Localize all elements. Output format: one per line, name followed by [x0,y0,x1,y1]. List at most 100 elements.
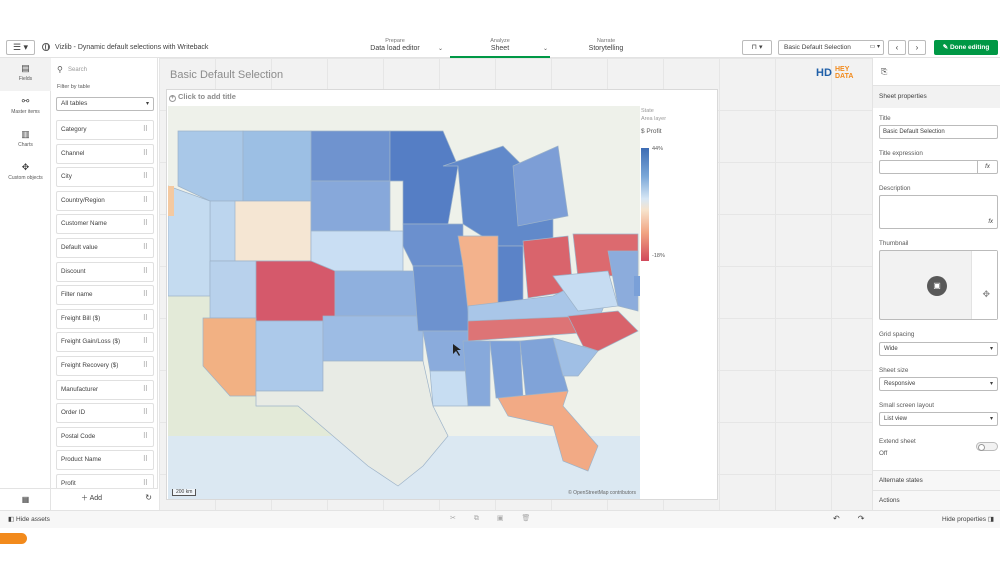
state-area[interactable] [310,230,404,272]
state-area[interactable] [255,360,449,487]
drag-handle-icon[interactable]: ⠿ [142,149,148,157]
field-item[interactable]: Freight Recovery ($) ⠿ [56,355,154,376]
state-area[interactable] [242,130,312,202]
state-area[interactable] [322,315,424,362]
state-area[interactable] [168,185,211,297]
field-item[interactable]: Freight Bill ($) ⠿ [56,308,154,329]
main-menu-button[interactable]: ☰ ▾ [6,40,35,55]
state-area[interactable] [255,260,336,322]
state-area[interactable] [334,270,419,317]
map-area[interactable]: 200 km © OpenStreetMap contributors [168,106,640,499]
drag-handle-icon[interactable]: ⠿ [142,456,148,464]
state-area[interactable] [552,337,599,377]
tab-analyze[interactable]: Analyze Sheet ⌄ [450,38,550,58]
search-input[interactable]: ⚲ Search [56,64,152,76]
field-item[interactable]: Discount ⠿ [56,261,154,282]
map-attribution[interactable]: © OpenStreetMap contributors [568,490,636,496]
description-field[interactable]: fx [879,195,998,229]
state-area[interactable] [512,145,569,227]
rail-item-custom-objects[interactable]: ✥ Custom objects [0,157,51,190]
next-sheet-button[interactable]: › [908,40,926,55]
orange-tab[interactable] [0,533,27,544]
drag-handle-icon[interactable]: ⠿ [142,291,148,299]
drag-handle-icon[interactable]: ⠿ [142,196,148,204]
us-map[interactable] [168,106,640,499]
extend-sheet-toggle[interactable] [976,442,998,451]
grid-spacing-select[interactable]: Wide ▾ [879,342,998,356]
sheet-selector[interactable]: Basic Default Selection ▭ ▾ [778,40,884,55]
state-area[interactable] [209,260,257,319]
drag-handle-icon[interactable]: ⠿ [142,126,148,133]
state-area[interactable] [234,200,312,262]
rail-item-fields[interactable]: ▤ Fields [0,58,51,91]
field-item[interactable]: Order ID ⠿ [56,403,154,424]
field-item[interactable]: City ⠿ [56,167,154,188]
field-item[interactable]: Category ⠿ [56,120,154,140]
undo-icon[interactable]: ↶ [833,514,858,523]
drag-handle-icon[interactable]: ⠿ [142,385,148,393]
state-area[interactable] [255,320,324,392]
fx-icon[interactable]: fx [977,160,997,174]
state-area[interactable] [422,330,469,372]
rail-item-master-items[interactable]: ⚯ Master items [0,91,51,124]
state-area[interactable] [168,186,174,216]
state-area[interactable] [567,310,639,352]
previous-sheet-button[interactable]: ‹ [888,40,906,55]
state-area[interactable] [462,340,491,407]
field-item[interactable]: Postal Code ⠿ [56,426,154,447]
small-screen-select[interactable]: List view ▾ [879,412,998,426]
rail-item-charts[interactable]: ▥ Charts [0,124,51,157]
map-object[interactable]: + Click to add title [166,89,718,500]
sheet-icon[interactable]: ⎘ [881,67,888,76]
image-icon[interactable]: ▣ [927,276,947,296]
field-item[interactable]: Filter name ⠿ [56,285,154,306]
field-item[interactable]: Country/Region ⠿ [56,190,154,211]
hide-assets-button[interactable]: ◧ Hide assets [8,515,50,523]
data-model-button[interactable]: ▦ [0,488,51,510]
state-area[interactable] [310,130,391,182]
field-item[interactable]: Freight Gain/Loss ($) ⠿ [56,332,154,353]
tab-narrate[interactable]: Narrate Storytelling [556,38,656,58]
drag-handle-icon[interactable]: ⠿ [142,479,148,487]
field-item[interactable]: Customer Name ⠿ [56,214,154,235]
state-area[interactable] [429,370,469,407]
add-field-button[interactable]: ＋ Add [81,495,103,502]
refresh-icon[interactable]: ↻ [145,493,152,502]
alternate-states-section[interactable]: Alternate states [873,470,1000,490]
state-area[interactable] [310,180,391,232]
state-area[interactable] [177,130,244,202]
field-item[interactable]: Product Name ⠿ [56,450,154,471]
drag-handle-icon[interactable]: ⠿ [142,409,148,417]
title-expression-field[interactable]: fx [879,160,998,174]
done-editing-button[interactable]: ✎ Done editing [934,40,998,55]
drag-handle-icon[interactable]: ⠿ [142,220,148,228]
title-field[interactable]: Basic Default Selection [879,125,998,139]
filter-table-select[interactable]: All tables ▾ [56,97,154,111]
sheet-size-select[interactable]: Responsive ▾ [879,377,998,391]
state-area[interactable] [607,250,639,312]
object-title[interactable]: + Click to add title [169,92,236,102]
cut-icon[interactable]: ✂ [450,515,474,522]
field-item[interactable]: Channel ⠿ [56,143,154,164]
paste-icon[interactable]: ▣ [496,515,522,522]
drag-handle-icon[interactable]: ⠿ [142,361,148,369]
drag-handle-icon[interactable]: ⠿ [142,173,148,181]
drag-handle-icon[interactable]: ⠿ [142,267,148,275]
copy-icon[interactable]: ⧉ [473,515,497,522]
state-area[interactable] [497,390,599,472]
bookmark-button[interactable]: ⊓ ▾ [742,40,772,55]
tab-prepare[interactable]: Prepare Data load editor ⌄ [345,38,445,58]
hide-properties-button[interactable]: Hide properties ◨ [942,515,994,523]
field-item[interactable]: Default value ⠿ [56,237,154,258]
state-area[interactable] [202,317,257,397]
redo-icon[interactable]: ↷ [857,514,883,523]
field-item[interactable]: Manufacturer ⠿ [56,379,154,400]
state-area[interactable] [402,223,464,267]
drag-handle-icon[interactable]: ⠿ [142,338,148,346]
sheet-title[interactable]: Basic Default Selection [170,69,284,81]
thumbnail-picker[interactable]: ▣ ✥ [879,250,998,320]
actions-section[interactable]: Actions [873,490,1000,510]
drag-handle-icon[interactable]: ⠿ [142,432,148,440]
fx-icon[interactable]: fx [988,219,993,225]
properties-header[interactable]: Sheet properties [873,86,1000,108]
